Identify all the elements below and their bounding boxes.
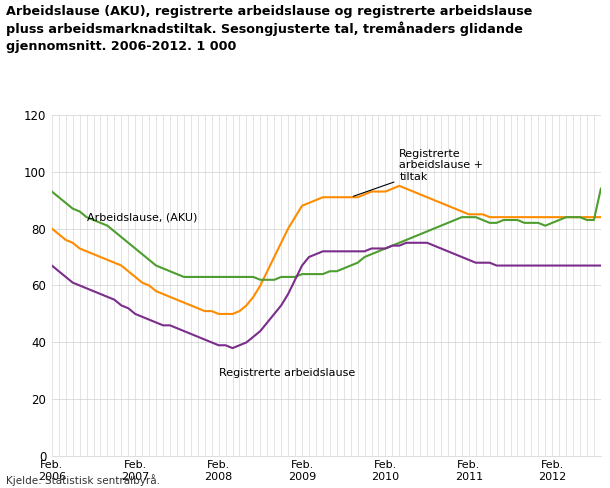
Text: Registrerte
arbeidslause +
tiltak: Registrerte arbeidslause + tiltak [353,149,483,196]
Text: Arbeidslause, (AKU): Arbeidslause, (AKU) [87,213,197,223]
Text: Arbeidslause (AKU), registrerte arbeidslause og registrerte arbeidslause
pluss a: Arbeidslause (AKU), registrerte arbeidsl… [6,5,533,53]
Text: Registrerte arbeidslause: Registrerte arbeidslause [218,368,355,378]
Text: Kjelde: Statistisk sentralbyrå.: Kjelde: Statistisk sentralbyrå. [6,474,160,486]
